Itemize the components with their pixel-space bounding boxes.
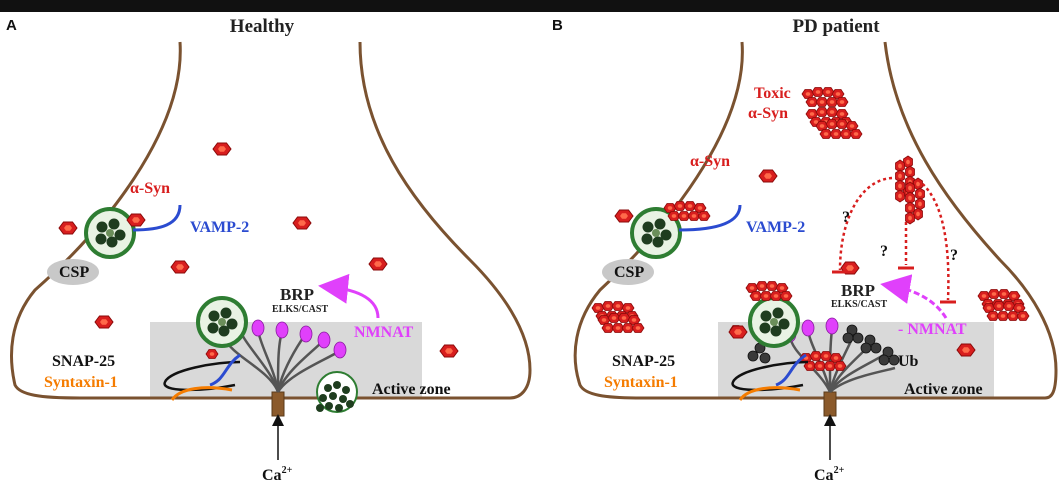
panel-b-vertical-aggregate: [896, 156, 925, 224]
panel-a-vamp-label: VAMP-2: [190, 219, 249, 236]
panel-b-toxic-label-1: Toxic: [754, 85, 791, 102]
panel-b-question-3: ?: [950, 247, 958, 264]
panel-b-inhibition-lines: [838, 176, 950, 301]
panel-b-alpha-syn-4: [956, 343, 976, 357]
panel-a-nmnat-label: NMNAT: [354, 324, 414, 341]
panel-b-right-aggregate: [978, 290, 1029, 321]
panel-b-csp-shape: [602, 259, 654, 285]
panel-a-docked-alpha-syn: [205, 349, 219, 359]
panel-b-vesicle-alpha-syn-left: [614, 209, 634, 223]
panel-a-title: Healthy: [230, 16, 295, 37]
panel-a-alpha-syn-label: α-Syn: [130, 180, 170, 197]
panel-b-left-aggregate: [592, 302, 644, 333]
panel-a-snap25-label: SNAP-25: [52, 353, 115, 370]
panel-b-toxic-aggregate-small: [802, 88, 848, 107]
panel-b-vamp-label: VAMP-2: [746, 219, 805, 236]
panel-a-csp-shape: [47, 259, 99, 285]
panel-a-docked-vesicle: [196, 296, 248, 348]
panel-a-calcium-label: Ca2+: [262, 465, 293, 484]
panel-b-question-2: ?: [880, 243, 888, 260]
panel-b-vamp-snare-curve: [775, 353, 807, 387]
panel-b-alpha-syn-label: α-Syn: [690, 153, 730, 170]
panel-b-vesicle-top-aggregate: [746, 282, 792, 301]
panel-a-csp-label: CSP: [59, 264, 89, 281]
panel-b-syntaxin-curve: [738, 386, 801, 401]
panel-a-alpha-syn-3: [170, 260, 190, 274]
panel-b-csp-label: CSP: [614, 264, 644, 281]
panel-a-vamp-line: [132, 204, 182, 232]
panel-b-syntaxin-label: Syntaxin-1: [604, 374, 678, 391]
panel-b-snap25-curve: [731, 360, 809, 392]
panel-a-alpha-syn-6: [439, 344, 459, 358]
panel-a-vesicle-alpha-syn-right: [126, 213, 146, 227]
panel-b-vamp-line: [678, 204, 742, 232]
panel-b-inhibition-bars: [832, 266, 956, 304]
panel-a-alpha-syn-2: [292, 216, 312, 230]
panel-b-elks-label: ELKS/CAST: [831, 299, 887, 310]
panel-b-active-zone-label: Active zone: [904, 381, 983, 398]
panel-b-nmnat-label: - NMNAT: [898, 321, 967, 338]
panel-b-alpha-syn-1: [758, 169, 778, 183]
panel-b: B PD patient Ca2+: [552, 16, 1058, 484]
panel-b-ubiquitin: [747, 324, 900, 366]
panel-a-reserve-vesicles: [316, 381, 354, 412]
panel-a-syntaxin-curve: [170, 386, 233, 401]
panel-b-docked-vesicle: [748, 296, 800, 348]
panel-b-calcium-channel: [823, 391, 837, 417]
panel-a-calcium-channel: [271, 391, 285, 417]
panel-b-title: PD patient: [792, 16, 880, 37]
top-bar: [0, 0, 1059, 12]
panel-b-toxic-aggregate-large: [806, 108, 862, 139]
panel-a-vesicle-alpha-syn-left: [58, 221, 78, 235]
panel-b-brp-label: BRP: [841, 281, 875, 300]
panel-b-snap25-label: SNAP-25: [612, 353, 675, 370]
panel-b-ub-label: Ub: [898, 353, 919, 370]
panel-a-syntaxin-label: Syntaxin-1: [44, 374, 118, 391]
panel-a-snap25-curve: [163, 360, 241, 392]
panel-b-question-1: ?: [842, 209, 850, 226]
panel-a-nmnat-arrow: [318, 273, 380, 319]
panel-b-nmnat-arrow: [880, 274, 948, 319]
panel-a-alpha-syn-1: [212, 142, 232, 156]
panel-a-vesicle: [84, 207, 136, 259]
panel-b-alpha-syn-3: [728, 325, 748, 339]
panel-a-alpha-syn-5: [94, 315, 114, 329]
panel-a-brp-label: BRP: [280, 285, 314, 304]
panel-a-vamp-snare-curve: [209, 353, 241, 387]
panel-b-toxic-label-2: α-Syn: [748, 105, 788, 122]
panel-a: A Healthy Ca2+: [6, 16, 532, 484]
panel-a-alpha-syn-4: [368, 257, 388, 271]
panel-b-letter: B: [552, 17, 563, 34]
panel-b-calcium-label: Ca2+: [814, 465, 845, 484]
panel-b-vesicle-aggregate: [664, 202, 710, 221]
panel-a-active-zone-label: Active zone: [372, 381, 451, 398]
panel-a-letter: A: [6, 17, 17, 34]
panel-a-elks-label: ELKS/CAST: [272, 304, 328, 315]
